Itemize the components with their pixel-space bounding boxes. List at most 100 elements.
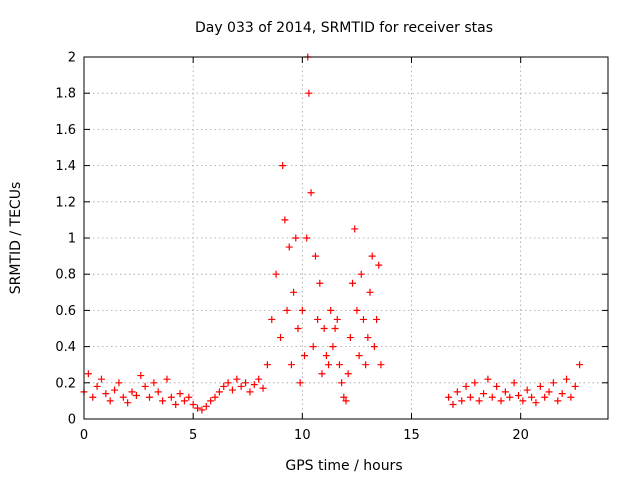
data-point — [220, 382, 228, 390]
grid-layer — [84, 57, 608, 419]
data-point — [366, 288, 374, 296]
data-point — [458, 397, 466, 405]
data-point — [202, 402, 210, 410]
data-point — [514, 391, 522, 399]
data-point — [279, 162, 287, 170]
data-point — [309, 343, 317, 351]
data-point — [355, 352, 363, 360]
data-point — [311, 252, 319, 260]
data-point — [453, 388, 461, 396]
data-point — [259, 384, 267, 392]
data-point — [150, 379, 158, 387]
data-point — [115, 379, 123, 387]
data-point — [362, 361, 370, 369]
data-point — [322, 352, 330, 360]
data-point — [349, 279, 357, 287]
data-point — [368, 252, 376, 260]
data-point — [316, 279, 324, 287]
data-point — [185, 393, 193, 401]
x-axis-label: GPS time / hours — [285, 458, 402, 474]
data-point — [325, 361, 333, 369]
data-point — [445, 393, 453, 401]
y-tick-label: 0.6 — [55, 304, 76, 319]
data-point — [449, 401, 457, 409]
data-point — [128, 388, 136, 396]
y-tick-label: 1.8 — [55, 87, 76, 102]
data-point — [558, 390, 566, 398]
data-point — [314, 315, 322, 323]
data-point — [375, 261, 383, 269]
data-point — [93, 382, 101, 390]
data-point — [290, 288, 298, 296]
data-point — [519, 397, 527, 405]
data-point — [180, 397, 188, 405]
data-point — [281, 216, 289, 224]
y-tick-label: 1.4 — [55, 159, 76, 174]
data-point — [493, 382, 501, 390]
data-point — [97, 375, 105, 383]
data-point — [318, 370, 326, 378]
data-point — [283, 306, 291, 314]
data-point — [501, 388, 509, 396]
x-tick-label: 15 — [403, 428, 420, 443]
data-point — [346, 334, 354, 342]
data-point — [484, 375, 492, 383]
data-point — [141, 382, 149, 390]
data-point — [250, 381, 258, 389]
data-point — [277, 334, 284, 342]
data-point — [294, 325, 302, 332]
data-point — [545, 388, 553, 396]
data-point — [246, 388, 254, 396]
data-point — [563, 375, 571, 383]
data-point — [167, 393, 175, 401]
data-point — [532, 399, 540, 407]
data-point — [268, 315, 276, 323]
data-point — [89, 393, 97, 401]
data-point — [194, 404, 202, 412]
data-point — [119, 393, 127, 401]
data-point — [331, 325, 339, 332]
data-point — [159, 397, 167, 405]
y-tick-label: 0.4 — [55, 340, 76, 355]
data-point — [233, 375, 241, 383]
data-point — [224, 379, 232, 387]
data-point — [528, 393, 536, 401]
data-point — [272, 270, 280, 278]
data-point — [255, 375, 263, 383]
y-axis-label: SRMTID / TECUs — [8, 182, 24, 295]
y-tick-label: 0 — [68, 413, 76, 428]
data-point — [154, 388, 162, 396]
data-point — [84, 370, 92, 378]
x-tick-label: 0 — [80, 428, 88, 443]
data-point — [106, 397, 114, 405]
data-point — [536, 382, 544, 390]
data-point — [132, 391, 140, 399]
data-point — [102, 390, 110, 398]
data-point — [198, 406, 206, 414]
data-point — [124, 399, 132, 407]
x-tick-label: 20 — [512, 428, 529, 443]
data-point — [263, 361, 271, 369]
data-point — [296, 379, 304, 387]
data-point — [475, 397, 483, 405]
data-point — [172, 401, 180, 409]
x-tick-label: 10 — [294, 428, 311, 443]
data-point — [237, 382, 245, 390]
data-point — [111, 386, 119, 394]
data-point — [576, 361, 584, 369]
data-point — [163, 375, 171, 383]
data-point — [549, 379, 557, 387]
y-tick-label: 1.6 — [55, 123, 76, 138]
data-point — [370, 343, 378, 351]
data-point — [497, 397, 505, 405]
data-point — [364, 334, 372, 342]
y-tick-label: 1 — [68, 232, 76, 247]
data-point — [506, 393, 514, 401]
y-tick-label: 0.8 — [55, 268, 76, 283]
data-point — [327, 306, 335, 314]
data-point — [137, 372, 145, 380]
data-point — [359, 315, 367, 323]
data-point — [567, 393, 575, 401]
data-point — [329, 343, 337, 351]
